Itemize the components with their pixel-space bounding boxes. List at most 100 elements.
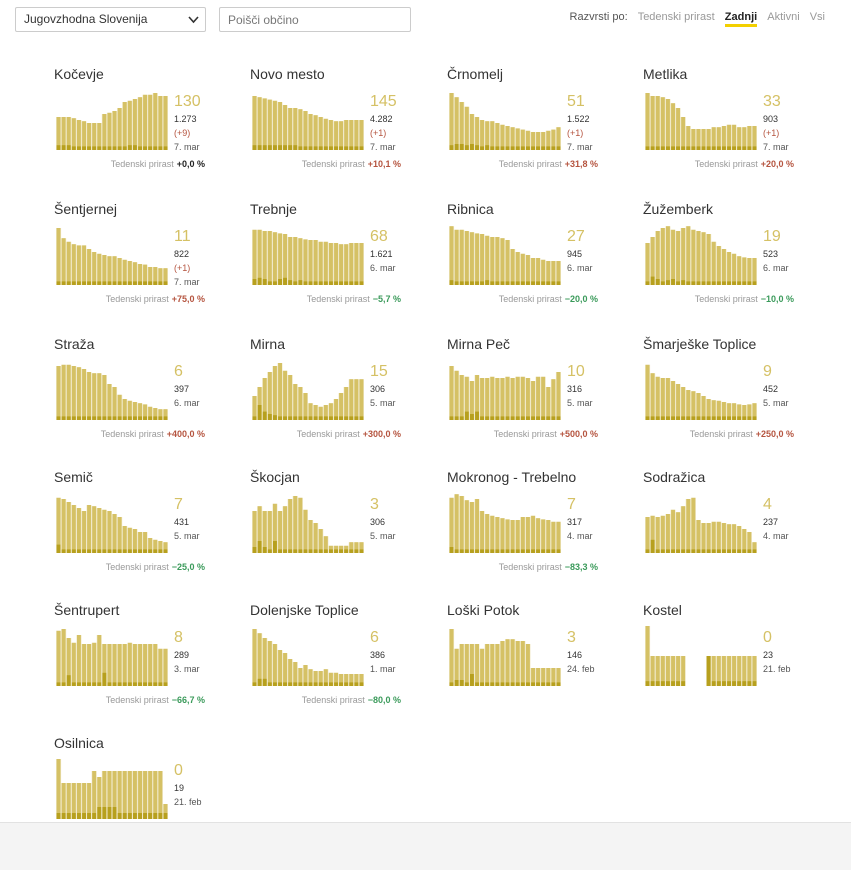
trend-bar	[117, 394, 122, 420]
trend-bar	[77, 508, 81, 553]
trend-bar	[742, 529, 747, 553]
sort-option-tedenski-prirast[interactable]: Tedenski prirast	[637, 11, 715, 23]
trend-bar	[655, 517, 660, 553]
municipality-card-mokronog-trebelno[interactable]: Mokronog - Trebelno 7 317 4. mar Tedenski pr…	[447, 469, 617, 594]
trend-bar	[97, 635, 102, 686]
trend-bar	[283, 234, 287, 285]
daily-bar	[556, 281, 561, 285]
daily-bar	[318, 682, 323, 686]
daily-bar	[92, 146, 97, 150]
daily-bar	[308, 281, 313, 285]
trend-bar	[359, 674, 364, 686]
municipality-card-dolenjske-toplice[interactable]: Dolenjske Toplice 6 386 1. mar Tedenski prir…	[250, 602, 420, 727]
trend-bar	[97, 253, 102, 285]
municipality-card-trebnje[interactable]: Trebnje 68 1.621 6. mar Tedenski prirast −5,7…	[250, 201, 420, 326]
daily-bar	[97, 146, 102, 150]
last-update-date: 4. mar	[763, 531, 789, 541]
sort-option-vsi[interactable]: Vsi	[809, 11, 825, 23]
trend-bar	[480, 120, 484, 150]
trend-bar	[691, 129, 696, 150]
municipality-card-novo-mesto[interactable]: Novo mesto 145 4.282 (+1) 7. mar Tedenski pri…	[250, 66, 420, 191]
municipality-card-kostel[interactable]: Kostel 0 23 21. feb	[643, 602, 813, 727]
municipality-card-semic[interactable]: Semič 7 431 5. mar Tedenski prirast −25,0 %	[54, 469, 224, 594]
municipality-card-osilnica[interactable]: Osilnica 0 19 21. feb	[54, 735, 224, 860]
municipality-card-sentrupert[interactable]: Šentrupert 8 289 3. mar Tedenski prirast −66,…	[54, 602, 224, 727]
trend-bar	[127, 100, 132, 150]
trend-bar	[158, 409, 163, 420]
daily-bar	[107, 682, 112, 686]
daily-bar	[531, 281, 535, 285]
daily-bar	[138, 549, 142, 553]
trend-chart	[252, 496, 364, 553]
weekly-growth: Tedenski prirast +75,0 %	[106, 294, 205, 304]
weekly-growth-value: +20,0 %	[760, 159, 794, 169]
municipality-card-straza[interactable]: Straža 6 397 6. mar Tedenski prirast +400,0 %	[54, 336, 224, 461]
daily-bar	[459, 549, 464, 553]
trend-bar	[133, 644, 137, 686]
municipality-card-loski-potok[interactable]: Loški Potok 3 146 24. feb	[447, 602, 617, 727]
trend-bar	[283, 370, 287, 420]
municipality-card-sentjernej[interactable]: Šentjernej 11 822 (+1) 7. mar Tedenski priras…	[54, 201, 224, 326]
municipality-card-kocevje[interactable]: Kočevje 130 1.273 (+9) 7. mar Tedenski priras…	[54, 66, 224, 191]
municipality-name: Škocjan	[250, 469, 300, 485]
trend-bar	[298, 497, 303, 553]
trend-bar	[505, 639, 510, 686]
daily-bar	[153, 682, 158, 686]
weekly-growth: Tedenski prirast +300,0 %	[297, 429, 401, 439]
municipality-card-ribnica[interactable]: Ribnica 27 945 6. mar Tedenski prirast −20,0 …	[447, 201, 617, 326]
trend-bar	[706, 234, 711, 285]
municipality-card-metlika[interactable]: Metlika 33 903 (+1) 7. mar Tedenski prirast +2…	[643, 66, 813, 191]
municipality-card-mirna[interactable]: Mirna 15 306 5. mar Tedenski prirast +300,0 %	[250, 336, 420, 461]
trend-bar	[298, 387, 303, 420]
trend-bar	[546, 130, 551, 150]
daily-bar	[122, 682, 127, 686]
trend-bar	[329, 243, 333, 285]
daily-bar	[722, 146, 726, 150]
trend-bar	[102, 375, 107, 420]
municipality-name: Kostel	[643, 602, 682, 618]
daily-bar	[107, 281, 112, 285]
municipality-card-smarjeske-toplice[interactable]: Šmarješke Toplice 9 452 5. mar Tedenski prir…	[643, 336, 813, 461]
last-update-date: 7. mar	[174, 277, 200, 287]
daily-bar	[117, 416, 122, 420]
trend-bar	[92, 252, 97, 285]
sort-option-aktivni[interactable]: Aktivni	[767, 11, 800, 23]
active-cases-value: 145	[370, 93, 397, 110]
trend-bar	[107, 644, 112, 686]
daily-bar	[536, 146, 540, 150]
trend-bar	[349, 243, 354, 285]
trend-bar	[681, 506, 686, 553]
trend-bar	[495, 378, 500, 420]
daily-bar	[278, 279, 282, 285]
sort-option-zadnji[interactable]: Zadnji	[724, 11, 758, 27]
last-update-date: 24. feb	[567, 664, 595, 674]
municipality-card-mirna-pec[interactable]: Mirna Peč 10 316 5. mar Tedenski prirast +500…	[447, 336, 617, 461]
trend-bar	[107, 771, 112, 819]
daily-bar	[526, 146, 530, 150]
trend-bar	[541, 376, 546, 420]
trend-bar	[313, 523, 318, 553]
trend-bar	[510, 520, 515, 553]
active-cases-value: 8	[174, 629, 183, 646]
trend-bar	[541, 132, 546, 150]
daily-bar	[515, 281, 520, 285]
trend-bar	[267, 99, 272, 150]
daily-bar	[510, 281, 515, 285]
trend-bar	[288, 659, 293, 686]
search-input[interactable]	[219, 7, 411, 32]
municipality-card-crnomelj[interactable]: Črnomelj 51 1.522 (+1) 7. mar Tedenski priras…	[447, 66, 617, 191]
daily-bar	[61, 416, 66, 420]
trend-bar	[344, 545, 349, 553]
trend-bar	[92, 373, 97, 420]
region-select[interactable]: Jugovzhodna Slovenija	[15, 7, 206, 32]
municipality-card-zuzemberk[interactable]: Žužemberk 19 523 6. mar Tedenski prirast −10,…	[643, 201, 813, 326]
municipality-card-skocjan[interactable]: Škocjan 3 306 5. mar	[250, 469, 420, 594]
municipality-card-sodrazica[interactable]: Sodražica 4 237 4. mar	[643, 469, 813, 594]
daily-bar	[138, 281, 142, 285]
daily-bar	[71, 146, 76, 150]
trend-bar	[143, 644, 147, 686]
trend-bar	[515, 520, 520, 553]
daily-bar	[92, 281, 97, 285]
trend-chart	[645, 226, 757, 285]
daily-bar	[257, 678, 262, 686]
